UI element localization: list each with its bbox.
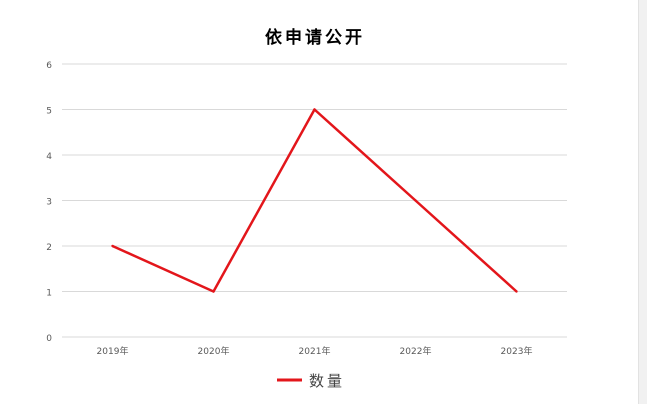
y-tick-label: 6 — [46, 61, 52, 71]
y-tick-label: 3 — [46, 198, 52, 208]
y-tick-label: 4 — [46, 152, 52, 162]
chart-title: 依申请公开 — [265, 27, 365, 48]
y-tick-label: 0 — [46, 334, 52, 344]
scrollbar[interactable] — [638, 0, 647, 404]
x-tick-label: 2019年 — [97, 345, 129, 357]
y-tick-label: 5 — [46, 107, 52, 117]
data-point — [515, 290, 518, 293]
legend: 数量 — [277, 372, 345, 390]
x-tick-label: 2022年 — [400, 345, 432, 357]
y-tick-label: 1 — [46, 289, 52, 299]
x-tick-label: 2020年 — [198, 345, 230, 357]
data-point — [313, 108, 316, 111]
y-tick-label: 2 — [46, 243, 52, 253]
data-point — [111, 244, 114, 248]
data-point — [414, 199, 417, 202]
x-tick-label: 2021年 — [299, 345, 331, 357]
x-tick-label: 2023年 — [501, 345, 533, 357]
data-point — [212, 290, 215, 293]
legend-label: 数量 — [309, 372, 345, 390]
